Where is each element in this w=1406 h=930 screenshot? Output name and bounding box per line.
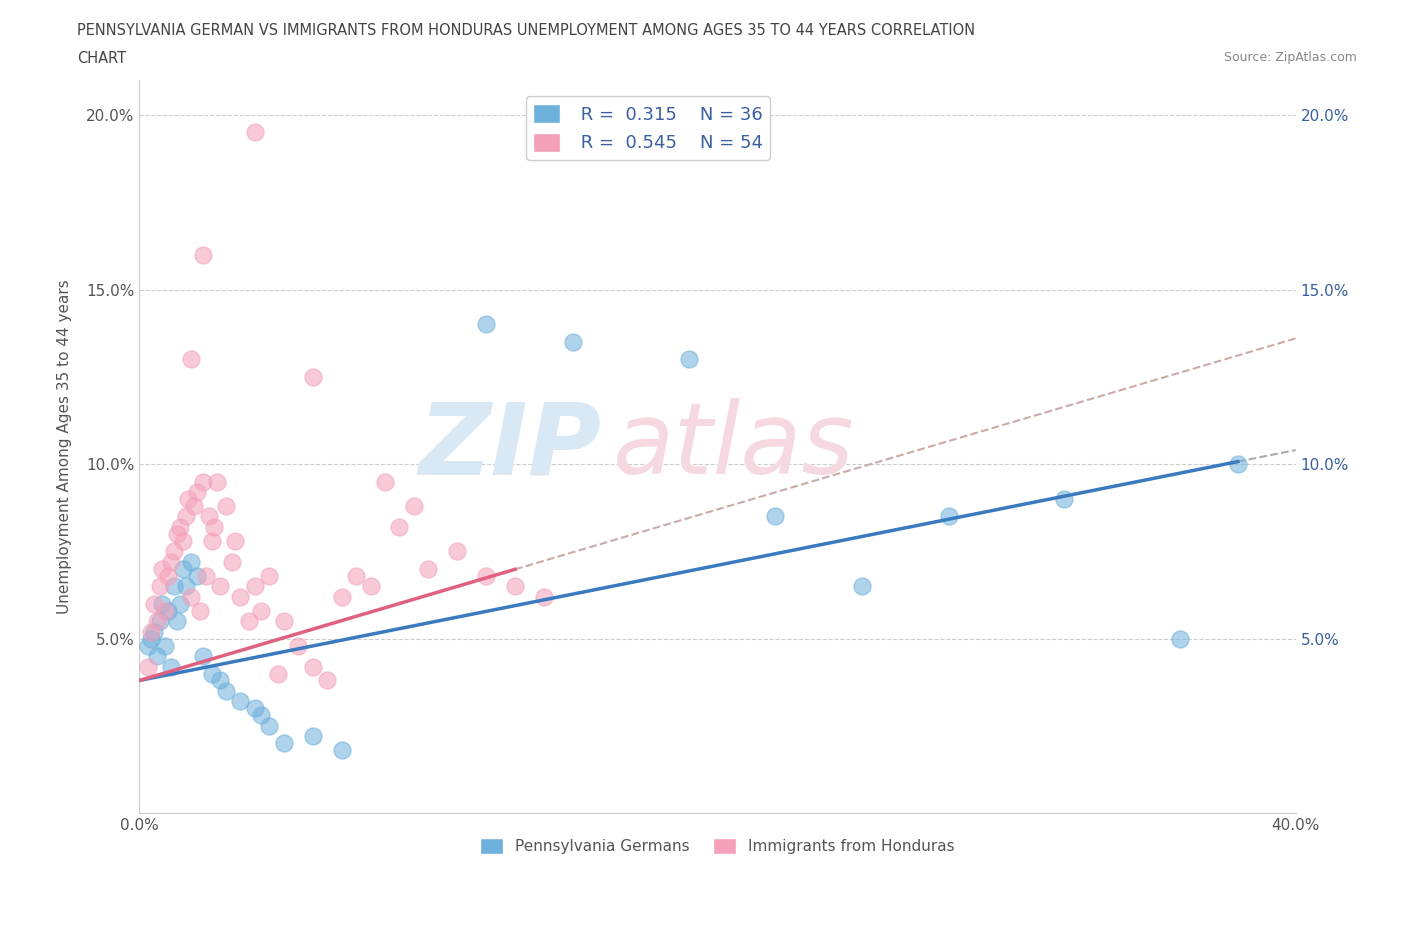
Point xyxy=(1226,457,1249,472)
Point xyxy=(851,578,873,593)
Point xyxy=(163,578,186,593)
Point xyxy=(259,568,281,583)
Point xyxy=(229,590,252,604)
Point xyxy=(148,578,170,593)
Point xyxy=(259,719,281,734)
Point xyxy=(229,694,252,709)
Legend: Pennsylvania Germans, Immigrants from Honduras: Pennsylvania Germans, Immigrants from Ho… xyxy=(474,832,960,860)
Point xyxy=(561,335,583,350)
Point xyxy=(243,701,266,716)
Point xyxy=(200,534,222,549)
Point xyxy=(224,534,246,549)
Point xyxy=(273,614,295,629)
Point xyxy=(243,578,266,593)
Point xyxy=(204,520,226,535)
Point xyxy=(169,596,191,611)
Point xyxy=(938,509,960,524)
Point xyxy=(186,485,208,499)
Point xyxy=(215,498,238,513)
Text: CHART: CHART xyxy=(77,51,127,66)
Point xyxy=(174,578,197,593)
Point xyxy=(763,509,786,524)
Point xyxy=(243,125,266,140)
Point xyxy=(475,317,498,332)
Point xyxy=(287,638,309,653)
Point xyxy=(200,666,222,681)
Point xyxy=(136,659,159,674)
Point xyxy=(172,562,194,577)
Point xyxy=(169,520,191,535)
Point xyxy=(1053,492,1076,507)
Point xyxy=(209,673,232,688)
Point xyxy=(267,666,290,681)
Y-axis label: Unemployment Among Ages 35 to 44 years: Unemployment Among Ages 35 to 44 years xyxy=(58,279,72,614)
Point xyxy=(152,562,174,577)
Point xyxy=(145,614,167,629)
Point xyxy=(139,631,162,646)
Text: atlas: atlas xyxy=(613,398,855,495)
Point xyxy=(166,526,188,541)
Point xyxy=(197,509,219,524)
Point xyxy=(166,614,188,629)
Point xyxy=(209,578,232,593)
Point xyxy=(344,568,367,583)
Point xyxy=(301,369,323,384)
Point xyxy=(145,648,167,663)
Point xyxy=(207,474,229,489)
Point xyxy=(330,590,353,604)
Point xyxy=(191,474,214,489)
Point xyxy=(180,590,202,604)
Point xyxy=(446,544,468,559)
Point xyxy=(678,352,700,366)
Point xyxy=(301,729,323,744)
Point xyxy=(316,673,339,688)
Point xyxy=(186,568,208,583)
Point xyxy=(191,648,214,663)
Text: PENNSYLVANIA GERMAN VS IMMIGRANTS FROM HONDURAS UNEMPLOYMENT AMONG AGES 35 TO 44: PENNSYLVANIA GERMAN VS IMMIGRANTS FROM H… xyxy=(77,23,976,38)
Point xyxy=(388,520,411,535)
Point xyxy=(238,614,260,629)
Point xyxy=(249,708,271,723)
Point xyxy=(194,568,217,583)
Text: ZIP: ZIP xyxy=(419,398,602,495)
Point xyxy=(155,638,177,653)
Point xyxy=(139,624,162,639)
Point xyxy=(157,568,180,583)
Point xyxy=(183,498,205,513)
Point xyxy=(177,492,200,507)
Point xyxy=(152,596,174,611)
Point xyxy=(191,247,214,262)
Point xyxy=(475,568,498,583)
Text: Source: ZipAtlas.com: Source: ZipAtlas.com xyxy=(1223,51,1357,64)
Point xyxy=(160,659,183,674)
Point xyxy=(155,604,177,618)
Point xyxy=(172,534,194,549)
Point xyxy=(330,743,353,758)
Point xyxy=(221,554,243,569)
Point xyxy=(180,554,202,569)
Point xyxy=(163,544,186,559)
Point xyxy=(273,736,295,751)
Point xyxy=(249,604,271,618)
Point xyxy=(142,624,165,639)
Point xyxy=(180,352,202,366)
Point xyxy=(142,596,165,611)
Point xyxy=(160,554,183,569)
Point xyxy=(533,590,555,604)
Point xyxy=(215,684,238,698)
Point xyxy=(402,498,425,513)
Point xyxy=(188,604,211,618)
Point xyxy=(503,578,526,593)
Point xyxy=(174,509,197,524)
Point xyxy=(374,474,396,489)
Point xyxy=(418,562,440,577)
Point xyxy=(157,604,180,618)
Point xyxy=(136,638,159,653)
Point xyxy=(301,659,323,674)
Point xyxy=(360,578,382,593)
Point xyxy=(148,614,170,629)
Point xyxy=(1168,631,1191,646)
